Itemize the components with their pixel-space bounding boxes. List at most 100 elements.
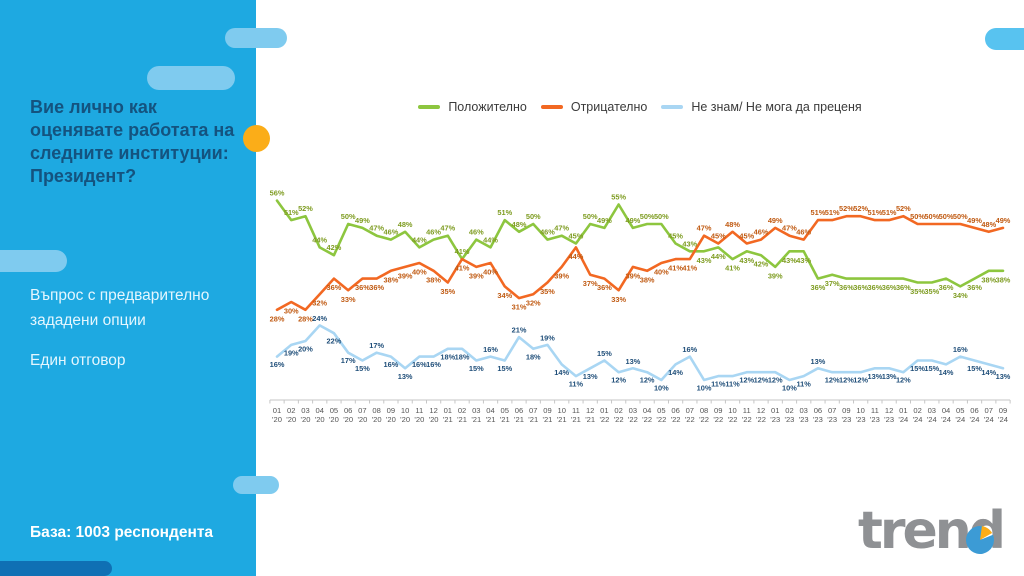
line-chart: 01'20 02'20 03'20 04'20 05'20 06'20 07'20 08'20…	[269, 189, 1011, 424]
data-label-positive: 46%	[469, 228, 484, 237]
data-label-positive: 47%	[369, 224, 384, 233]
data-label-dontknow: 12%	[739, 376, 754, 385]
data-label-negative: 30%	[284, 307, 299, 316]
data-label-dontknow: 16%	[412, 360, 427, 369]
data-label-dontknow: 15%	[497, 364, 512, 373]
data-label-negative: 50%	[910, 212, 925, 221]
data-label-dontknow: 11%	[569, 380, 584, 389]
data-label-dontknow: 13%	[811, 357, 826, 366]
x-axis-label: 01'22	[599, 406, 609, 424]
legend-swatch-icon	[540, 105, 563, 109]
data-label-negative: 41%	[682, 264, 697, 273]
decor-pill-upper	[147, 66, 235, 90]
data-label-negative: 51%	[811, 208, 826, 217]
data-label-dontknow: 12%	[768, 376, 783, 385]
data-label-positive: 38%	[996, 275, 1011, 284]
data-label-positive: 49%	[355, 216, 370, 225]
data-label-positive: 50%	[341, 212, 356, 221]
data-label-dontknow: 16%	[953, 345, 968, 354]
data-label-negative: 44%	[569, 252, 584, 261]
data-label-negative: 46%	[754, 228, 769, 237]
data-label-negative: 38%	[640, 275, 655, 284]
data-label-positive: 45%	[668, 232, 683, 241]
data-label-negative: 47%	[782, 224, 797, 233]
data-label-negative: 31%	[512, 303, 527, 312]
x-axis-label: 07'22	[685, 406, 695, 424]
x-axis-label: 04'20	[315, 406, 325, 424]
data-label-positive: 36%	[867, 283, 882, 292]
data-label-dontknow: 18%	[526, 352, 541, 361]
data-label-dontknow: 13%	[882, 372, 897, 381]
decor-pill-top	[225, 28, 287, 48]
data-label-positive: 36%	[853, 283, 868, 292]
data-label-positive: 36%	[811, 283, 826, 292]
data-label-dontknow: 15%	[355, 364, 370, 373]
data-label-positive: 39%	[768, 271, 783, 280]
sidebar: Вие лично как оценявате работата на след…	[0, 0, 256, 576]
data-label-positive: 44%	[711, 252, 726, 261]
data-label-dontknow: 12%	[825, 376, 840, 385]
data-label-dontknow: 12%	[754, 376, 769, 385]
x-axis-label: 02'21	[457, 406, 467, 424]
data-label-dontknow: 24%	[312, 314, 327, 323]
x-axis-label: 07'23	[827, 406, 837, 424]
question-note: Въпрос с предварително зададени опции	[30, 287, 210, 329]
line-series-0	[275, 199, 1005, 288]
data-label-negative: 49%	[768, 216, 783, 225]
x-axis-label: 02'22	[614, 406, 624, 424]
legend-item-2: Не знам/ Не мога да преценя	[661, 100, 862, 114]
data-label-dontknow: 11%	[711, 380, 726, 389]
x-axis-label: 09'21	[543, 406, 553, 424]
x-axis-label: 06'21	[514, 406, 524, 424]
decor-pill-bottom	[233, 476, 279, 494]
data-label-dontknow: 14%	[939, 368, 954, 377]
data-label-positive: 50%	[583, 212, 598, 221]
data-label-dontknow: 12%	[853, 376, 868, 385]
data-label-positive: 43%	[682, 239, 697, 248]
data-label-dontknow: 16%	[270, 360, 285, 369]
data-label-positive: 38%	[981, 275, 996, 284]
data-label-positive: 35%	[924, 287, 939, 296]
data-label-dontknow: 15%	[469, 364, 484, 373]
brand-logo: trend	[858, 500, 1018, 570]
data-label-positive: 43%	[697, 256, 712, 265]
data-label-negative: 41%	[668, 264, 683, 273]
legend-swatch-icon	[418, 105, 441, 109]
data-label-positive: 44%	[312, 235, 327, 244]
data-label-positive: 50%	[654, 212, 669, 221]
data-label-dontknow: 10%	[782, 384, 797, 393]
legend-swatch-icon	[661, 105, 684, 109]
x-axis-label: 05'20	[329, 406, 339, 424]
data-label-dontknow: 14%	[554, 368, 569, 377]
data-label-negative: 39%	[554, 271, 569, 280]
data-label-negative: 38%	[426, 275, 441, 284]
data-label-dontknow: 16%	[383, 360, 398, 369]
data-label-dontknow: 21%	[512, 326, 527, 335]
x-axis-label: 07'20	[357, 406, 367, 424]
data-label-negative: 45%	[739, 232, 754, 241]
legend-item-1: Отрицателно	[540, 100, 647, 114]
data-label-dontknow: 14%	[668, 368, 683, 377]
x-axis-label: 01'21	[443, 406, 453, 424]
x-axis-label: 12'23	[884, 406, 894, 424]
data-label-negative: 36%	[597, 283, 612, 292]
data-label-negative: 52%	[896, 204, 911, 213]
data-label-negative: 50%	[953, 212, 968, 221]
data-label-negative: 40%	[412, 268, 427, 277]
data-label-negative: 39%	[625, 271, 640, 280]
data-label-dontknow: 18%	[440, 352, 455, 361]
x-axis-label: 05'22	[656, 406, 666, 424]
data-label-negative: 35%	[540, 287, 555, 296]
legend-label: Положително	[448, 100, 527, 114]
data-label-positive: 46%	[383, 228, 398, 237]
data-label-positive: 34%	[953, 291, 968, 300]
data-label-positive: 43%	[739, 256, 754, 265]
data-label-negative: 51%	[882, 208, 897, 217]
legend-item-0: Положително	[418, 100, 527, 114]
data-label-negative: 40%	[654, 268, 669, 277]
decor-pill-left	[0, 250, 67, 272]
data-label-negative: 33%	[341, 295, 356, 304]
question-title-text: Вие лично как оценявате работата на след…	[30, 97, 235, 163]
data-label-dontknow: 13%	[996, 372, 1011, 381]
